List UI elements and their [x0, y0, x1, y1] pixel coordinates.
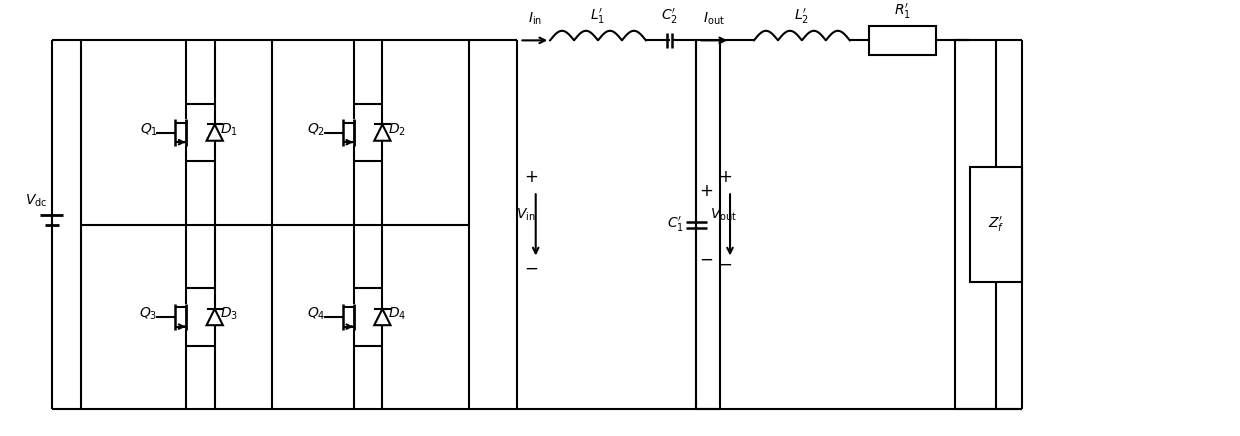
Text: $V_{\rm out}$: $V_{\rm out}$	[709, 207, 737, 223]
Text: $L_{2}'$: $L_{2}'$	[795, 7, 810, 26]
Text: $D_{1}$: $D_{1}$	[221, 122, 238, 138]
Text: $-$: $-$	[699, 249, 713, 267]
Text: $D_{4}$: $D_{4}$	[388, 306, 405, 322]
Text: $C_{1}'$: $C_{1}'$	[667, 215, 684, 235]
Text: $+$: $+$	[718, 168, 733, 186]
Text: $-$: $-$	[523, 259, 538, 277]
Text: $Q_{4}$: $Q_{4}$	[308, 306, 326, 322]
Bar	[869, 26, 936, 55]
Text: $+$: $+$	[523, 168, 538, 186]
Text: $Q_{2}$: $Q_{2}$	[308, 122, 325, 138]
Text: $I_{\rm in}$: $I_{\rm in}$	[528, 11, 542, 27]
Text: $R_{1}'$: $R_{1}'$	[894, 2, 911, 21]
Text: $Z_{f}'$: $Z_{f}'$	[988, 215, 1004, 235]
Bar	[970, 167, 1022, 282]
Text: $D_{3}$: $D_{3}$	[219, 306, 238, 322]
Text: $Q_{1}$: $Q_{1}$	[140, 122, 157, 138]
Text: $Q_{3}$: $Q_{3}$	[139, 306, 157, 322]
Text: $I_{\rm out}$: $I_{\rm out}$	[703, 11, 725, 27]
Text: $D_{2}$: $D_{2}$	[388, 122, 405, 138]
Text: $-$: $-$	[718, 254, 733, 272]
Text: $V_{\rm dc}$: $V_{\rm dc}$	[25, 193, 47, 209]
Text: $L_{1}'$: $L_{1}'$	[590, 7, 605, 26]
Text: $C_{2}'$: $C_{2}'$	[661, 7, 678, 26]
Text: $V_{\rm in}$: $V_{\rm in}$	[516, 207, 536, 223]
Text: $+$: $+$	[699, 182, 713, 200]
